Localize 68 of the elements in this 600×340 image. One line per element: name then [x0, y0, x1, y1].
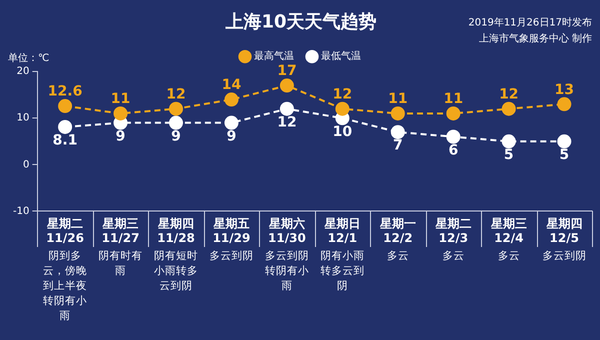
data-label: 11: [388, 91, 408, 108]
text: 多云: [441, 249, 466, 264]
data-label: 11: [110, 91, 130, 108]
data-label: 12.6: [48, 84, 82, 100]
data-label: 5: [504, 147, 514, 164]
text: 多云: [496, 249, 521, 264]
data-label: 11: [444, 91, 464, 108]
data-label: 12: [332, 86, 352, 102]
text: 多云到阴: [208, 249, 254, 264]
point: [58, 120, 72, 134]
text: 阴有时有雨: [98, 249, 144, 280]
y-tick-label: 20: [16, 66, 30, 78]
y-tick-label: -10: [12, 206, 30, 217]
x-tick-label: 星期六 11/30: [268, 216, 306, 245]
x-tick-label: 星期二 11/26: [46, 216, 84, 245]
text: 阴有短时小雨转多云到阴: [152, 249, 199, 294]
chart-title: 上海10天天气趋势: [224, 11, 377, 32]
text: 多云到阴: [541, 249, 588, 264]
point: [335, 102, 350, 116]
x-tick-label: 星期三 11/27: [102, 216, 140, 245]
data-label: 17: [277, 63, 297, 80]
x-tick-label: 星期四 12/5: [545, 216, 582, 245]
point: [114, 106, 128, 120]
data-label: 9: [226, 128, 236, 144]
point: [557, 134, 572, 148]
x-tick-label: 星期五 11/29: [212, 216, 250, 245]
data-label: 12: [277, 114, 297, 130]
data-label: 9: [116, 128, 126, 144]
data-label: 7: [392, 138, 403, 154]
data-label: 8.1: [52, 132, 78, 149]
point: [280, 102, 294, 116]
data-label: 9: [171, 128, 181, 144]
point: [169, 116, 183, 130]
text: 阴有小雨转多云到阴: [319, 249, 366, 294]
legend-label: 最高气温: [254, 50, 294, 62]
data-label: 14: [222, 77, 242, 94]
text: 阴到多云，傍晚到上半夜转阴有小雨: [42, 249, 88, 324]
y-axis-title: 单位：℃: [8, 52, 50, 64]
point: [58, 99, 72, 114]
text: 多云: [386, 249, 410, 264]
x-tick-label: 星期二 12/3: [434, 216, 472, 245]
x-tick-label: 星期日 12/1: [323, 216, 360, 245]
point: [280, 78, 294, 93]
data-label: 12: [166, 86, 186, 102]
data-label: 6: [448, 142, 458, 158]
text: 上海市气象服务中心 制作: [478, 32, 592, 45]
point: [224, 116, 238, 130]
data-label: 10: [332, 124, 352, 140]
x-tick-label: 星期三 12/4: [490, 216, 527, 245]
text: 2019年11月26日17时发布: [468, 16, 592, 29]
data-label: 12: [499, 86, 519, 102]
point: [502, 134, 516, 148]
point: [502, 102, 516, 116]
y-tick-label: 10: [16, 112, 30, 124]
data-label: 5: [559, 147, 570, 164]
data-label: 13: [554, 82, 574, 98]
point: [169, 102, 183, 116]
x-tick-label: 星期一 12/2: [378, 216, 416, 245]
text: 多云到阴转阴有小雨: [264, 249, 310, 294]
point: [557, 97, 572, 112]
x-tick-label: 星期四 11/28: [157, 216, 195, 245]
point: [446, 106, 460, 120]
point: [390, 106, 405, 120]
y-tick-label: 0: [22, 159, 30, 170]
legend-label: 最低气温: [321, 50, 361, 62]
point: [390, 125, 405, 140]
point: [446, 130, 460, 144]
point: [224, 92, 238, 107]
